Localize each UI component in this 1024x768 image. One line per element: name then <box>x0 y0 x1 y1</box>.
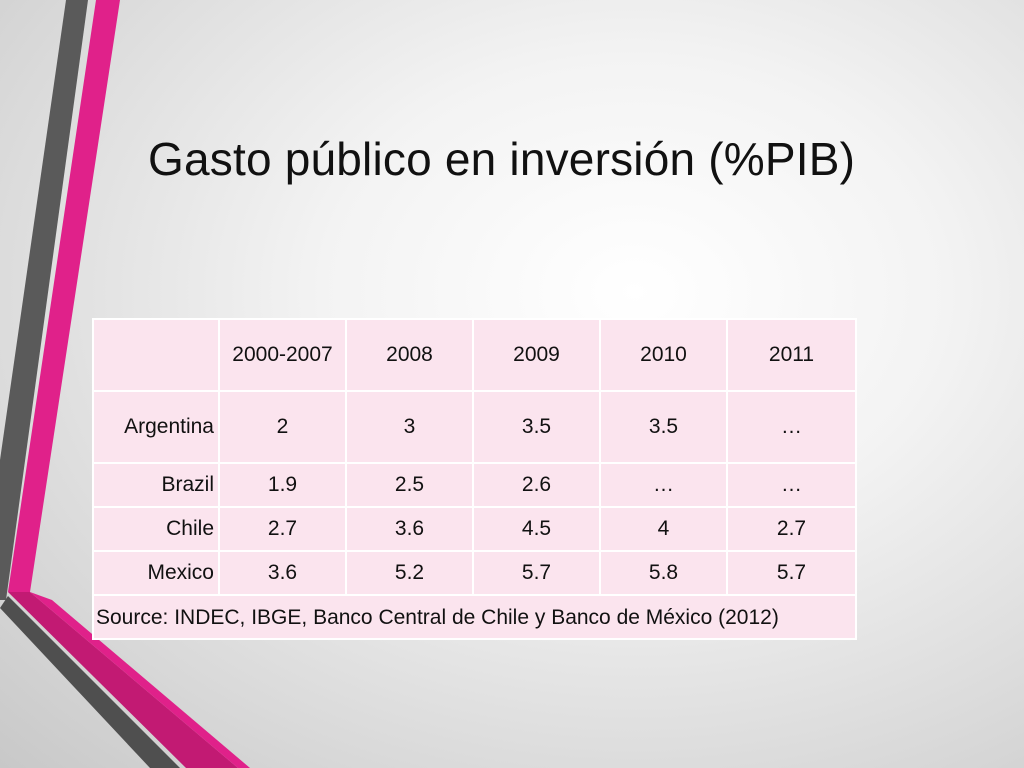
table-cell: 3.5 <box>599 390 728 464</box>
table-cell: 3.6 <box>345 506 474 552</box>
column-header: 2011 <box>726 318 857 392</box>
table-cell: 2.7 <box>726 506 857 552</box>
slide-title: Gasto público en inversión (%PIB) <box>148 133 856 185</box>
table-row: Mexico 3.6 5.2 5.7 5.8 5.7 <box>92 550 857 596</box>
table-cell: 4 <box>599 506 728 552</box>
row-label: Chile <box>92 506 220 552</box>
table-cell: 2.6 <box>472 462 601 508</box>
gray-stripe-bottom <box>0 596 180 768</box>
table-header-row: 2000-2007 2008 2009 2010 2011 <box>92 318 857 392</box>
table-row: Argentina 2 3 3.5 3.5 … <box>92 390 857 464</box>
table-cell: … <box>726 390 857 464</box>
row-label: Argentina <box>92 390 220 464</box>
table-cell: 5.2 <box>345 550 474 596</box>
gray-stripe-left <box>0 0 88 600</box>
row-label: Brazil <box>92 462 220 508</box>
table-cell: 5.7 <box>472 550 601 596</box>
table-row: Chile 2.7 3.6 4.5 4 2.7 <box>92 506 857 552</box>
table-cell: 5.7 <box>726 550 857 596</box>
pink-stripe-bottom-light <box>30 592 250 768</box>
row-label: Mexico <box>92 550 220 596</box>
investment-table: 2000-2007 2008 2009 2010 2011 Argentina … <box>92 318 857 640</box>
table-cell: 1.9 <box>218 462 347 508</box>
source-note: Source: INDEC, IBGE, Banco Central de Ch… <box>92 594 857 640</box>
table-cell: … <box>726 462 857 508</box>
table-cell: 5.8 <box>599 550 728 596</box>
column-header: 2008 <box>345 318 474 392</box>
table-cell: 4.5 <box>472 506 601 552</box>
table-source-row: Source: INDEC, IBGE, Banco Central de Ch… <box>92 594 857 640</box>
column-header: 2000-2007 <box>218 318 347 392</box>
table-cell: … <box>599 462 728 508</box>
table-cell: 3 <box>345 390 474 464</box>
table-cell: 2 <box>218 390 347 464</box>
column-header: 2009 <box>472 318 601 392</box>
table-cell: 3.6 <box>218 550 347 596</box>
pink-stripe-bottom <box>8 592 238 768</box>
table-cell: 2.7 <box>218 506 347 552</box>
column-header: 2010 <box>599 318 728 392</box>
table-cell: 3.5 <box>472 390 601 464</box>
table-row: Brazil 1.9 2.5 2.6 … … <box>92 462 857 508</box>
pink-stripe-vertical <box>8 0 120 592</box>
header-corner-cell <box>92 318 220 392</box>
table-cell: 2.5 <box>345 462 474 508</box>
